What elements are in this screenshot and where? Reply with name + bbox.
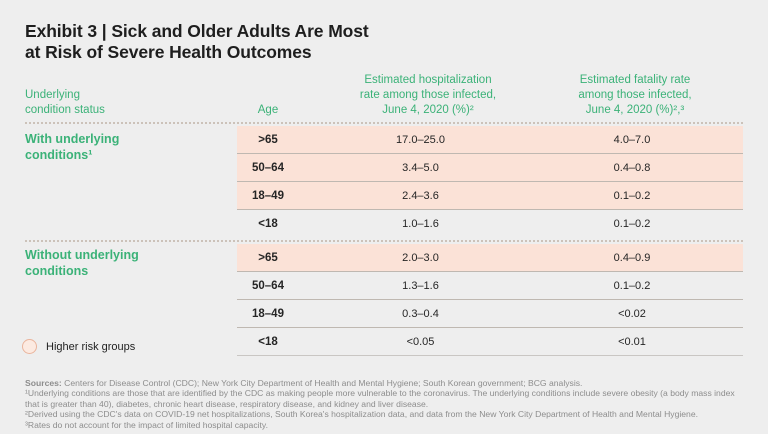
fatality-rate-cell: 0.4–0.9 (613, 251, 651, 264)
footnote-3: ³Rates do not account for the impact of … (25, 419, 268, 430)
hospitalization-rate-cell: <0.05 (406, 335, 435, 348)
age-cell: 50–64 (252, 161, 284, 174)
table-group-without-underlying-conditions: >65 2.0–3.0 0.4–0.9 50–64 1.3–1.6 0.1–0.… (237, 244, 743, 356)
fatality-rate-cell: 0.1–0.2 (613, 189, 651, 202)
hospitalization-rate-cell: 1.0–1.6 (402, 218, 439, 230)
column-header-condition-status: Underlying condition status (25, 89, 105, 116)
age-cell: 18–49 (252, 307, 284, 320)
age-cell: >65 (258, 133, 278, 146)
fatality-rate-cell: 0.4–0.8 (613, 161, 651, 174)
sources-label: Sources: (25, 378, 62, 388)
hospitalization-rate-cell: 1.3–1.6 (402, 279, 439, 292)
legend-higher-risk-groups: Higher risk groups (22, 339, 135, 354)
table-row: 18–49 0.3–0.4 <0.02 (237, 300, 743, 328)
table-row: 50–64 3.4–5.0 0.4–0.8 (237, 154, 743, 182)
age-cell: 18–49 (252, 189, 284, 202)
group-separator-dotted-line (25, 240, 743, 242)
hospitalization-rate-cell: 3.4–5.0 (402, 161, 439, 174)
hospitalization-rate-cell: 17.0–25.0 (396, 133, 445, 146)
footnote-1: ¹Underlying conditions are those that ar… (25, 388, 735, 409)
fatality-rate-cell: 4.0–7.0 (613, 133, 651, 146)
table-row: <18 <0.05 <0.01 (237, 328, 743, 356)
group-label-without-underlying-conditions: Without underlying conditions (25, 248, 139, 278)
hospitalization-rate-cell: 2.0–3.0 (402, 251, 439, 264)
table-row: >65 2.0–3.0 0.4–0.9 (237, 244, 743, 272)
column-header-age: Age (257, 104, 279, 116)
fatality-rate-cell: <0.02 (618, 307, 646, 320)
legend-label: Higher risk groups (46, 340, 136, 353)
higher-risk-circle-icon (22, 339, 37, 354)
fatality-rate-cell: 0.1–0.2 (613, 218, 651, 230)
sources-line: Sources: Centers for Disease Control (CD… (25, 378, 749, 388)
table-row: >65 17.0–25.0 4.0–7.0 (237, 126, 743, 154)
age-cell: 50–64 (252, 279, 284, 292)
age-cell: <18 (258, 218, 278, 230)
fatality-rate-cell: <0.01 (618, 335, 646, 348)
hospitalization-rate-cell: 2.4–3.6 (402, 189, 439, 202)
table-group-with-underlying-conditions: >65 17.0–25.0 4.0–7.0 50–64 3.4–5.0 0.4–… (237, 126, 743, 238)
footnote-2: ²Derived using the CDC's data on COVID-1… (25, 409, 699, 420)
column-header-hospitalization-rate: Estimated hospitalization rate among tho… (359, 74, 497, 116)
table-row: 18–49 2.4–3.6 0.1–0.2 (237, 182, 743, 210)
column-header-fatality-rate: Estimated fatality rate among those infe… (578, 74, 692, 116)
age-cell: >65 (258, 251, 278, 264)
page-title: Exhibit 3 | Sick and Older Adults Are Mo… (25, 21, 369, 62)
sources-text: Centers for Disease Control (CDC); New Y… (61, 378, 583, 388)
table-row: 50–64 1.3–1.6 0.1–0.2 (237, 272, 743, 300)
hospitalization-rate-cell: 0.3–0.4 (402, 307, 439, 320)
table-row: <18 1.0–1.6 0.1–0.2 (237, 210, 743, 238)
age-cell: <18 (258, 335, 278, 348)
group-label-with-underlying-conditions: With underlying conditions¹ (25, 132, 120, 162)
fatality-rate-cell: 0.1–0.2 (613, 279, 651, 292)
header-separator-dotted-line (25, 122, 743, 124)
footnotes: Sources: Centers for Disease Control (CD… (25, 378, 749, 430)
